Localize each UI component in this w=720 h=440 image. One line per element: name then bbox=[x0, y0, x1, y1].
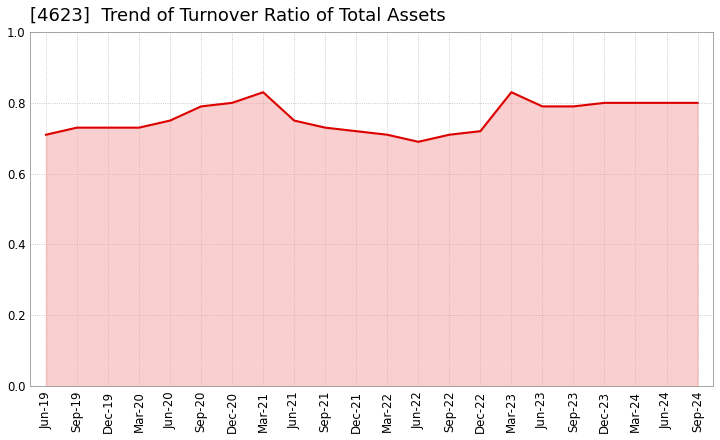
Text: [4623]  Trend of Turnover Ratio of Total Assets: [4623] Trend of Turnover Ratio of Total … bbox=[30, 7, 446, 25]
